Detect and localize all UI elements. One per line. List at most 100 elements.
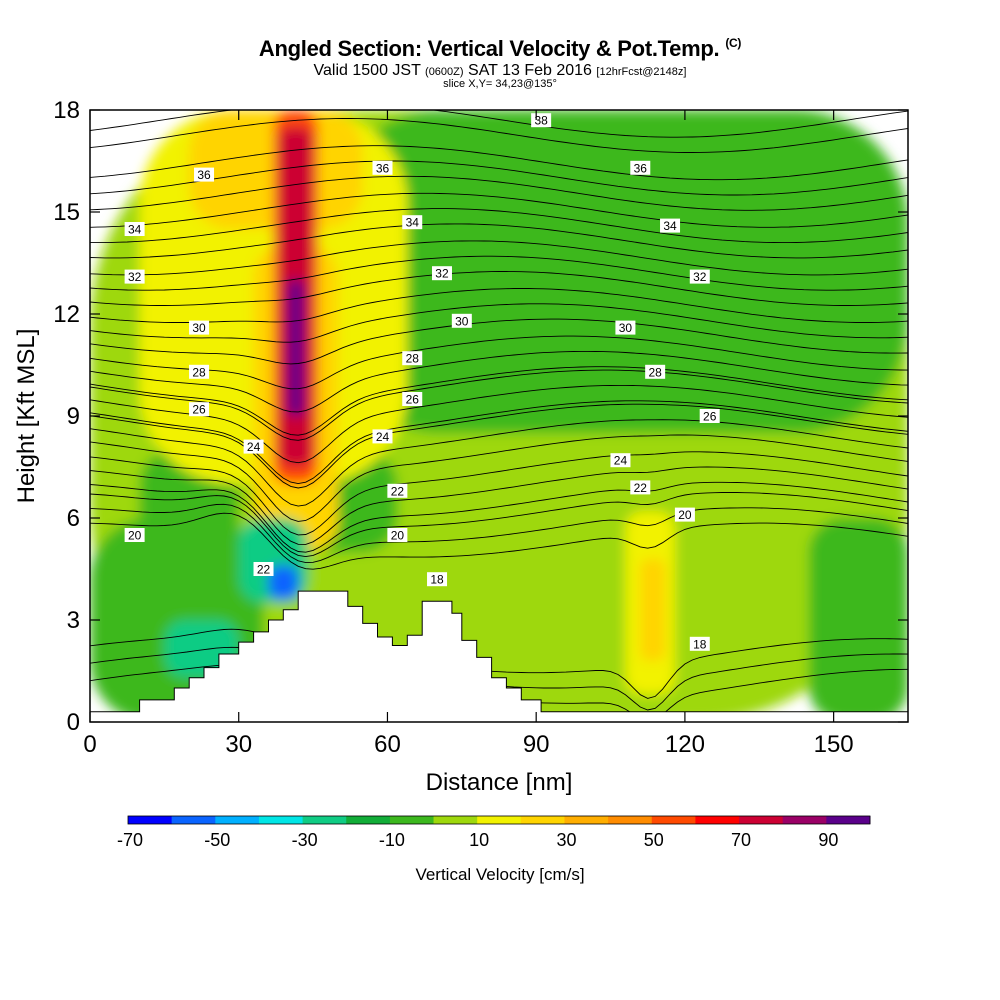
contour-label: 26: [699, 409, 720, 424]
y-tick-label: 0: [67, 709, 80, 736]
theta-contour: [90, 403, 908, 489]
x-tick-label: 30: [225, 731, 252, 758]
y-tick-label: 12: [53, 301, 80, 328]
velocity-cell: [808, 518, 908, 722]
colorbar-swatch: [782, 816, 827, 824]
contour-labels: 38 36 36 36 34 34 34 32 32 32 30 30 30 28 28 28 26 26 26 24…: [124, 113, 720, 651]
contour-label: 18: [427, 572, 448, 587]
x-tick-label: 120: [665, 731, 705, 758]
contour-label-bg: [689, 269, 710, 284]
contour-label: 34: [124, 222, 145, 237]
contour-label: 36: [372, 160, 393, 175]
contour-label-bg: [615, 320, 636, 335]
contour-label-text: 30: [455, 314, 469, 328]
theta-contour: [90, 369, 908, 441]
colorbar-tick-label: 70: [731, 830, 751, 850]
contour-label-text: 36: [197, 168, 211, 182]
contour-label: 20: [124, 528, 145, 543]
colorbar-swatch: [215, 816, 260, 824]
contour-label-text: 36: [376, 161, 390, 175]
x-axis-label: Distance [nm]: [426, 769, 573, 796]
contour-label-text: 32: [693, 270, 707, 284]
contour-label: 36: [194, 167, 215, 182]
theta-contour: [90, 223, 908, 259]
contour-label-bg: [189, 402, 210, 417]
contour-label-bg: [645, 364, 666, 379]
contour-label: 30: [451, 313, 472, 328]
y-tick-label: 9: [67, 403, 80, 430]
contour-label-bg: [189, 364, 210, 379]
velocity-cell: [511, 110, 685, 314]
theta-contour: [90, 335, 908, 390]
contour-label: 22: [630, 480, 651, 495]
contour-label: 28: [402, 351, 423, 366]
contour-label-text: 18: [693, 637, 707, 651]
colorbar-swatch: [258, 816, 304, 824]
contour-label-text: 22: [391, 484, 405, 498]
theta-contour: [90, 271, 908, 306]
valid-date: SAT 13 Feb 2016: [468, 62, 592, 79]
x-tick-label: 90: [523, 731, 550, 758]
colorbar-tick-label: 90: [818, 830, 838, 850]
contour-label-text: 36: [634, 161, 648, 175]
theta-contour: [90, 512, 908, 570]
contour-label-bg: [372, 160, 393, 175]
contour-label-text: 22: [634, 481, 648, 495]
colorbar-tick-label: 50: [644, 830, 664, 850]
theta-contour: [90, 366, 908, 436]
contour-label: 22: [387, 483, 408, 498]
colorbar-tick-label: -10: [379, 830, 405, 850]
contour-label-text: 26: [192, 403, 206, 417]
contour-label-text: 18: [430, 573, 444, 587]
velocity-cell: [288, 280, 304, 416]
y-tick-label: 18: [53, 97, 80, 124]
contour-label-text: 20: [128, 529, 142, 543]
contour-label-text: 32: [128, 270, 142, 284]
contour-label-bg: [610, 453, 631, 468]
velocity-cell: [139, 450, 239, 620]
theta-contour: [90, 466, 908, 545]
theta-contour: [90, 503, 908, 564]
contour-label-bg: [124, 222, 145, 236]
colorbar-frame: [127, 815, 871, 825]
theta-contour: [90, 350, 908, 413]
colorbar-swatch: [826, 816, 871, 824]
theta-contour: [90, 160, 908, 196]
colorbar-swatch: [651, 816, 696, 824]
theta-contour: [90, 400, 908, 485]
theta-contour: [90, 628, 908, 699]
y-tick-label: 15: [53, 199, 80, 226]
contour-label-bg: [630, 480, 651, 495]
contour-label: 24: [243, 439, 264, 454]
colorbar-swatch: [433, 816, 478, 824]
contour-label: 34: [402, 215, 423, 230]
colorbar-swatch: [739, 816, 784, 824]
theta-contour: [90, 481, 908, 553]
contour-label-text: 26: [406, 393, 420, 407]
contour-label-text: 30: [619, 321, 633, 335]
theta-contour: [90, 434, 908, 522]
contour-label: 32: [124, 269, 145, 284]
contour-label-bg: [689, 636, 710, 651]
contour-label-bg: [402, 351, 423, 366]
valid-zulu: (0600Z): [425, 66, 464, 78]
chart-title: Angled Section: Vertical Velocity & Pot.…: [0, 36, 1000, 62]
colorbar-tick-label: 10: [469, 830, 489, 850]
colorbar-tick-label: -30: [292, 830, 318, 850]
contour-label: 28: [189, 364, 210, 379]
colorbar-tick-label: -50: [204, 830, 230, 850]
colorbar-swatch: [128, 816, 173, 824]
theta-contour: [90, 492, 908, 558]
colorbar-swatch: [389, 816, 435, 824]
colorbar-swatch: [608, 816, 653, 824]
colorbar: -70 -50 -30 -10 10 30 50 70 90: [117, 815, 871, 850]
contour-label-text: 24: [614, 454, 628, 468]
x-tick-label: 60: [374, 731, 401, 758]
theta-contour: [90, 208, 908, 244]
chart-subtitle-valid: Valid 1500 JST (0600Z) SAT 13 Feb 2016 […: [0, 62, 1000, 80]
theta-contour: [90, 384, 908, 464]
terrain: [90, 590, 908, 722]
contour-label-text: 30: [192, 321, 206, 335]
contour-label-text: 28: [648, 365, 662, 379]
